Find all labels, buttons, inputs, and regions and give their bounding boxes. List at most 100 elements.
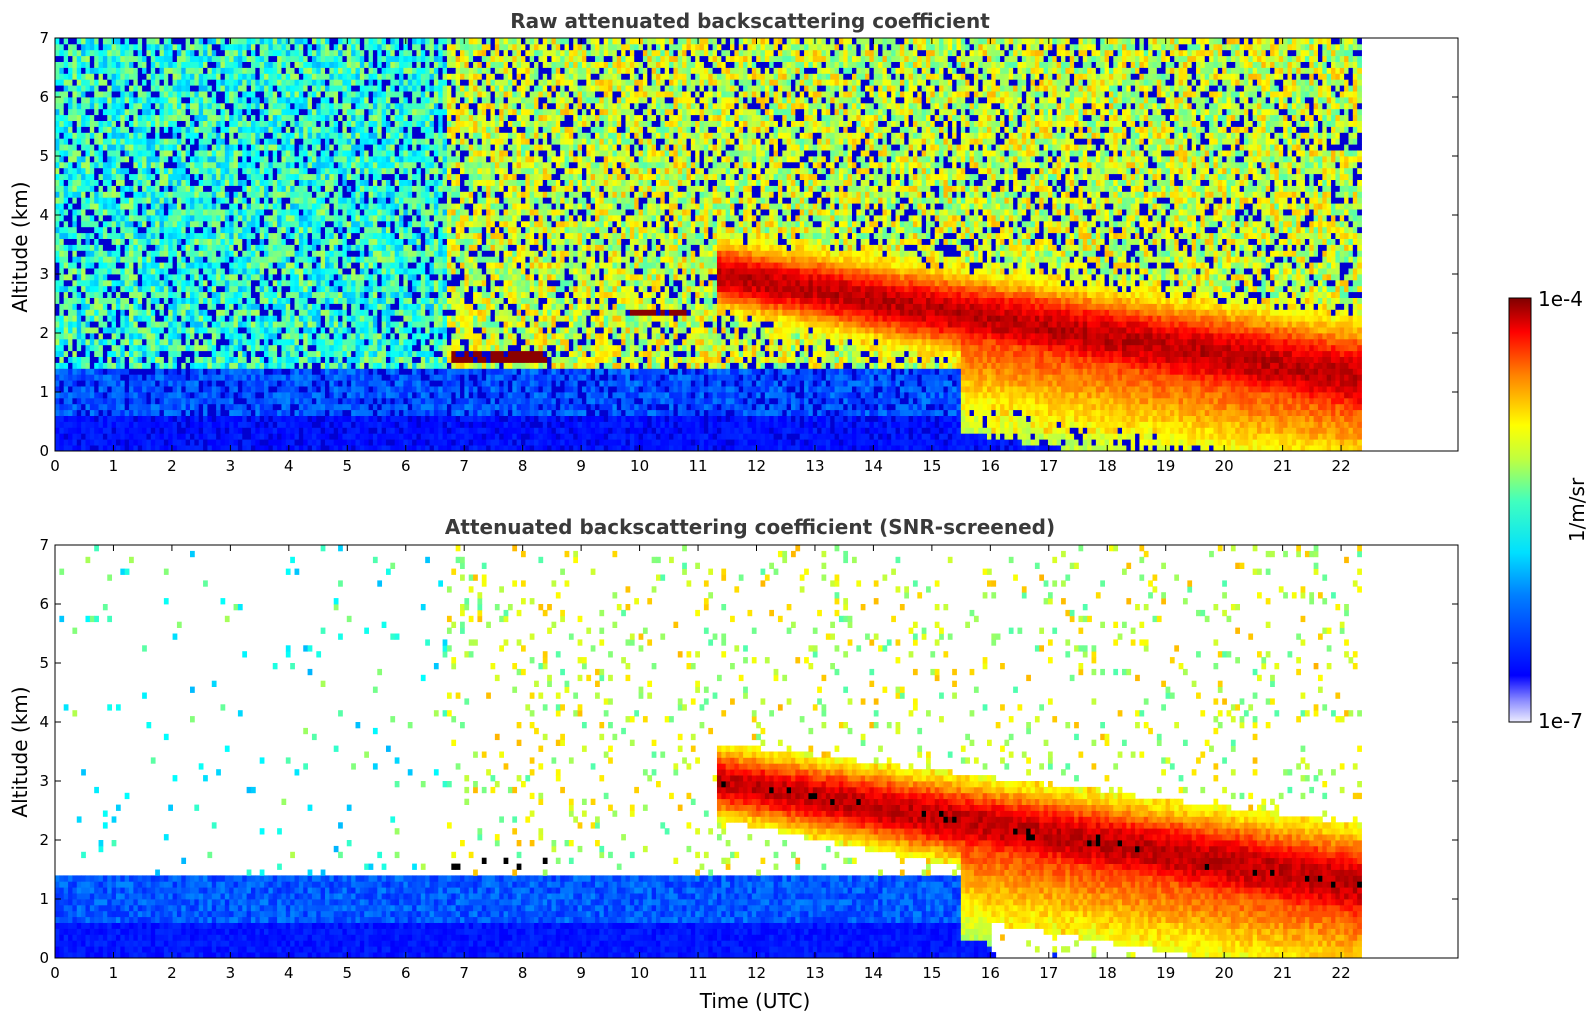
- heatmap-cell: [133, 209, 139, 216]
- heatmap-cell: [333, 232, 339, 239]
- heatmap-cell: [316, 215, 322, 222]
- heatmap-cell: [155, 344, 160, 352]
- heatmap-cell: [207, 197, 213, 204]
- heatmap-cell: [55, 415, 60, 422]
- heatmap-cell: [290, 315, 295, 322]
- heatmap-cell: [290, 403, 295, 411]
- heatmap-cell: [229, 226, 234, 234]
- heatmap-cell: [316, 226, 322, 234]
- heatmap-cell: [320, 409, 326, 416]
- heatmap-cell: [102, 333, 108, 340]
- heatmap-cell: [172, 132, 178, 139]
- heatmap-cell: [351, 327, 356, 334]
- heatmap-cell: [233, 397, 239, 405]
- heatmap-cell: [55, 439, 60, 446]
- heatmap-cell: [320, 38, 326, 45]
- heatmap-cell: [346, 108, 352, 116]
- heatmap-cell: [155, 161, 160, 169]
- heatmap-cell: [63, 291, 69, 298]
- heatmap-cell: [272, 303, 278, 310]
- heatmap-cell: [255, 55, 261, 62]
- heatmap-cell: [203, 315, 208, 322]
- heatmap-cell: [255, 126, 261, 133]
- heatmap-cell: [211, 397, 217, 405]
- heatmap-cell: [94, 374, 99, 381]
- heatmap-cell: [242, 97, 248, 104]
- heatmap-cell: [268, 262, 274, 269]
- heatmap-cell: [246, 232, 252, 239]
- heatmap-cell: [294, 303, 300, 310]
- heatmap-cell: [98, 167, 104, 175]
- heatmap-cell: [120, 191, 126, 198]
- heatmap-cell: [237, 415, 243, 422]
- heatmap-cell: [298, 333, 304, 340]
- heatmap-cell: [129, 108, 134, 116]
- heatmap-cell: [281, 179, 287, 186]
- heatmap-cell: [120, 445, 126, 452]
- heatmap-cell: [268, 232, 274, 239]
- heatmap-cell: [211, 67, 217, 74]
- heatmap-cell: [176, 108, 182, 116]
- heatmap-cell: [320, 315, 326, 322]
- heatmap-cell: [142, 156, 147, 163]
- heatmap-cell: [176, 392, 182, 399]
- heatmap-cell: [211, 55, 217, 62]
- heatmap-cell: [94, 226, 99, 234]
- heatmap-cell: [325, 220, 330, 228]
- heatmap-cell: [281, 315, 287, 322]
- heatmap-cell: [333, 291, 339, 298]
- heatmap-cell: [211, 102, 217, 110]
- heatmap-cell: [298, 356, 304, 363]
- heatmap-cell: [325, 421, 330, 428]
- heatmap-cell: [342, 380, 348, 387]
- heatmap-cell: [342, 150, 348, 157]
- heatmap-cell: [351, 244, 356, 251]
- heatmap-cell: [137, 421, 143, 428]
- heatmap-cell: [250, 433, 256, 440]
- heatmap-cell: [325, 368, 330, 375]
- heatmap-cell: [81, 191, 86, 198]
- heatmap-cell: [72, 144, 78, 151]
- heatmap-cell: [285, 91, 291, 98]
- heatmap-cell: [190, 445, 195, 452]
- heatmap-cell: [281, 397, 287, 405]
- heatmap-cell: [303, 197, 308, 204]
- heatmap-cell: [72, 368, 78, 375]
- heatmap-cell: [185, 132, 191, 139]
- heatmap-cell: [220, 238, 226, 245]
- heatmap-cell: [329, 179, 335, 186]
- heatmap-cell: [355, 433, 361, 440]
- heatmap-cell: [364, 421, 369, 428]
- heatmap-cell: [190, 338, 195, 346]
- heatmap-cell: [242, 279, 248, 287]
- heatmap-cell: [102, 191, 108, 198]
- heatmap-cell: [142, 392, 147, 399]
- heatmap-cell: [142, 150, 147, 157]
- heatmap-cell: [142, 85, 147, 92]
- heatmap-cell: [172, 250, 178, 257]
- heatmap-cell: [220, 49, 226, 57]
- heatmap-cell: [120, 268, 126, 275]
- heatmap-cell: [246, 79, 252, 86]
- heatmap-cell: [224, 274, 230, 281]
- heatmap-cell: [250, 173, 256, 180]
- heatmap-cell: [176, 232, 182, 239]
- heatmap-cell: [111, 421, 117, 428]
- heatmap-cell: [307, 356, 313, 363]
- heatmap-cell: [107, 380, 113, 387]
- heatmap-cell: [246, 114, 252, 121]
- heatmap-cell: [133, 409, 139, 416]
- heatmap-cell: [111, 126, 117, 133]
- heatmap-cell: [320, 79, 326, 86]
- heatmap-cell: [72, 197, 78, 204]
- heatmap-cell: [211, 79, 217, 86]
- heatmap-cell: [216, 144, 221, 151]
- heatmap-cell: [150, 203, 156, 210]
- heatmap-cell: [115, 161, 121, 169]
- heatmap-cell: [342, 156, 348, 163]
- heatmap-cell: [198, 433, 204, 440]
- heatmap-cell: [325, 433, 330, 440]
- heatmap-cell: [159, 415, 165, 422]
- heatmap-cell: [333, 392, 339, 399]
- heatmap-cell: [311, 244, 317, 251]
